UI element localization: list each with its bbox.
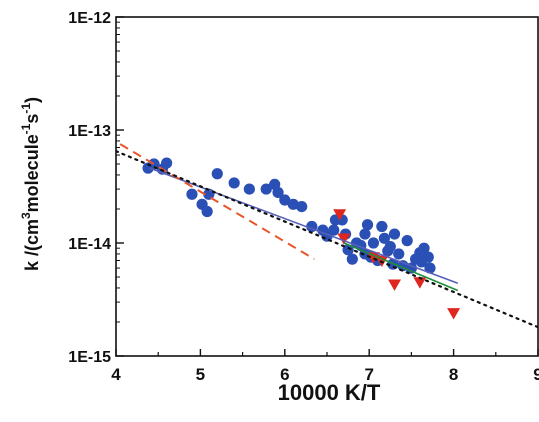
series-0-point-46 [422,251,434,263]
series-0-point-49 [384,240,396,253]
series-0-point-11 [260,183,272,195]
y-axis-title-s: s [22,114,42,124]
y-axis-title-s-sup: -1 [19,103,33,114]
y-axis-title-close: ) [22,97,42,103]
series-0-point-33 [376,220,388,233]
series-0-point-45 [418,242,430,254]
y-axis-title-k: k /(cm [22,219,42,271]
x-tick-label-4: 8 [449,365,458,384]
series-0-point-16 [296,200,308,213]
x-tick-label-1: 5 [196,365,205,384]
y-axis-title-molecule: molecule [22,134,42,212]
series-0-point-4 [186,188,198,200]
y-axis-title: k /(cm3molecule-1s-1) [19,97,42,271]
series-0-point-48 [359,228,371,240]
series-3-line [119,143,315,260]
series-1-point-4 [388,279,402,291]
series-0-point-24 [342,244,354,256]
plot-frame [115,16,539,357]
series-0-point-31 [367,237,380,249]
series-2-line [149,167,459,285]
series-0-point-9 [228,177,240,189]
series-0-point-6 [201,205,213,218]
y-axis-title-k-sup: 3 [19,212,33,219]
x-tick-label-5: 9 [533,365,539,384]
y-axis-title-molecule-sup: -1 [19,123,33,134]
y-tick-label-0: 1E-15 [68,349,111,366]
series-0-point-1 [148,158,160,170]
series-0-point-25 [346,253,358,265]
x-tick-label-3: 7 [364,365,373,384]
series-0-point-8 [211,168,223,180]
series-0-point-14 [279,194,291,206]
series-0-point-29 [361,219,374,231]
series-4-line [116,150,538,329]
series-5-line [343,242,459,292]
y-tick-label-3: 1E-12 [68,10,111,27]
x-tick-label-0: 4 [111,365,121,384]
series-0-point-3 [161,157,173,169]
y-tick-label-2: 1E-13 [68,123,111,140]
series-1-point-5 [413,277,427,289]
series-0-point-15 [287,198,299,210]
y-tick-label-1: 1E-14 [68,236,111,253]
x-axis-title: 10000 K/T [278,380,381,405]
plot-area [116,143,538,329]
series-0-point-37 [388,228,401,240]
series-0-point-38 [393,248,405,260]
series-0-point-20 [328,224,340,236]
series-0-point-40 [401,235,413,247]
x-tick-label-2: 6 [280,365,289,384]
series-0-point-13 [272,186,284,199]
series-1-point-0 [333,209,347,221]
series-1-point-1 [337,233,351,245]
axes: 4 5 6 7 8 9 1E-15 1E-14 1E-13 1E-12 [68,10,539,384]
series-0-point-34 [378,232,390,244]
series-1-point-2 [366,252,380,264]
series-0-point-47 [424,262,436,274]
series-0-point-10 [243,183,255,195]
series-1-point-6 [447,308,461,320]
